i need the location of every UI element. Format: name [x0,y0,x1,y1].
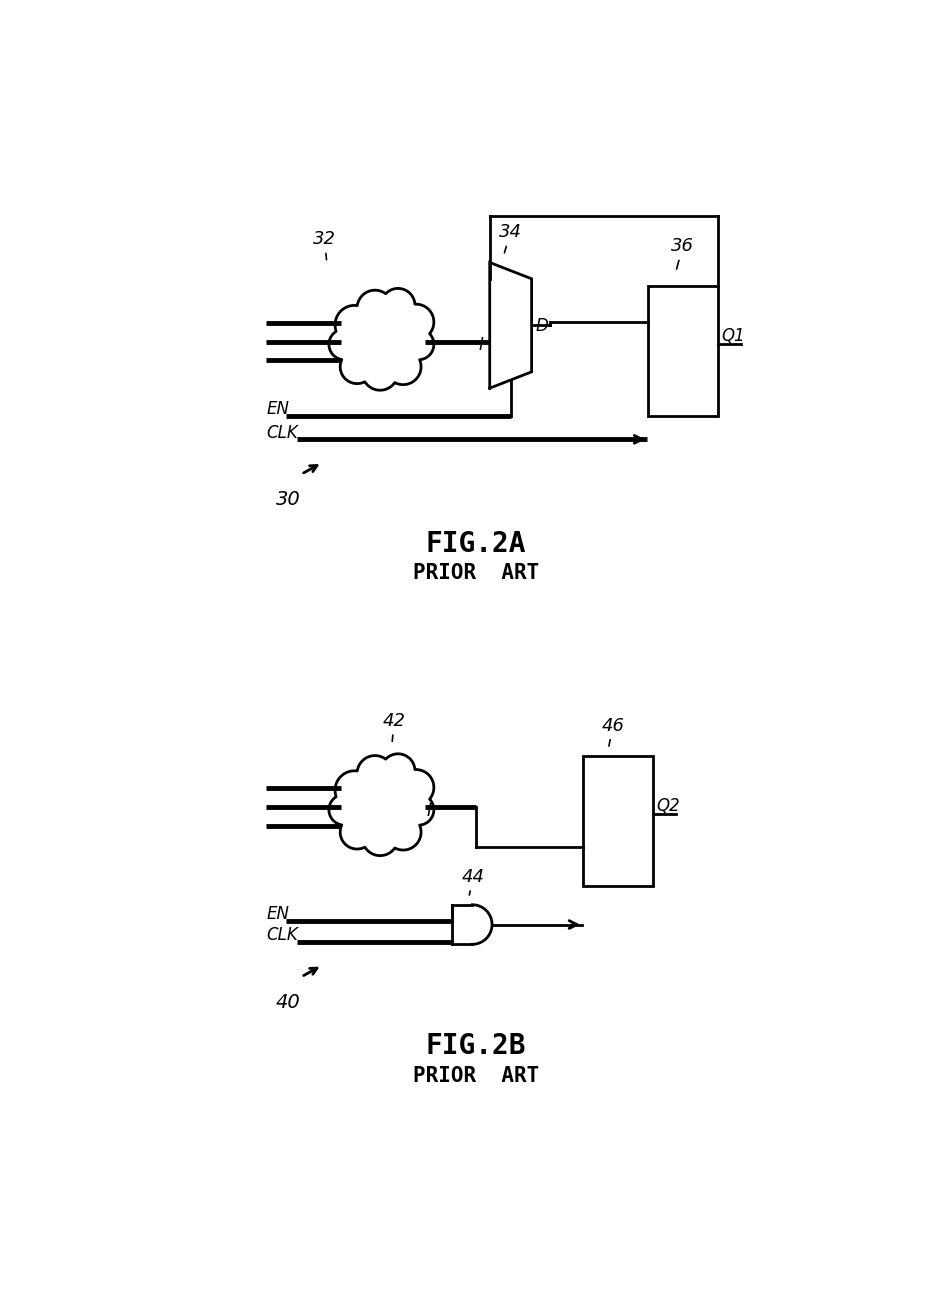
Text: 46: 46 [601,717,625,747]
Bar [648,286,718,417]
Text: EN: EN [266,400,289,418]
Text: Q2: Q2 [656,796,680,814]
Text: 34: 34 [499,223,522,253]
Text: 42: 42 [382,712,406,742]
Text: CLK: CLK [266,926,298,944]
Text: I: I [478,336,483,353]
Text: FIG.2A: FIG.2A [425,529,526,557]
Text: CLK: CLK [266,423,298,442]
Text: 32: 32 [313,230,336,260]
Text: PRIOR  ART: PRIOR ART [413,1065,539,1086]
Text: Q1: Q1 [722,327,746,346]
Text: FIG.2B: FIG.2B [425,1031,526,1060]
Text: EN: EN [266,905,289,922]
Text: 44: 44 [462,868,485,895]
Text: 30: 30 [276,490,301,509]
Text: D: D [535,317,548,335]
Text: I: I [427,801,432,820]
Bar [583,756,652,886]
Text: PRIOR  ART: PRIOR ART [413,564,539,583]
Text: 36: 36 [671,238,694,269]
Text: 40: 40 [276,992,301,1011]
